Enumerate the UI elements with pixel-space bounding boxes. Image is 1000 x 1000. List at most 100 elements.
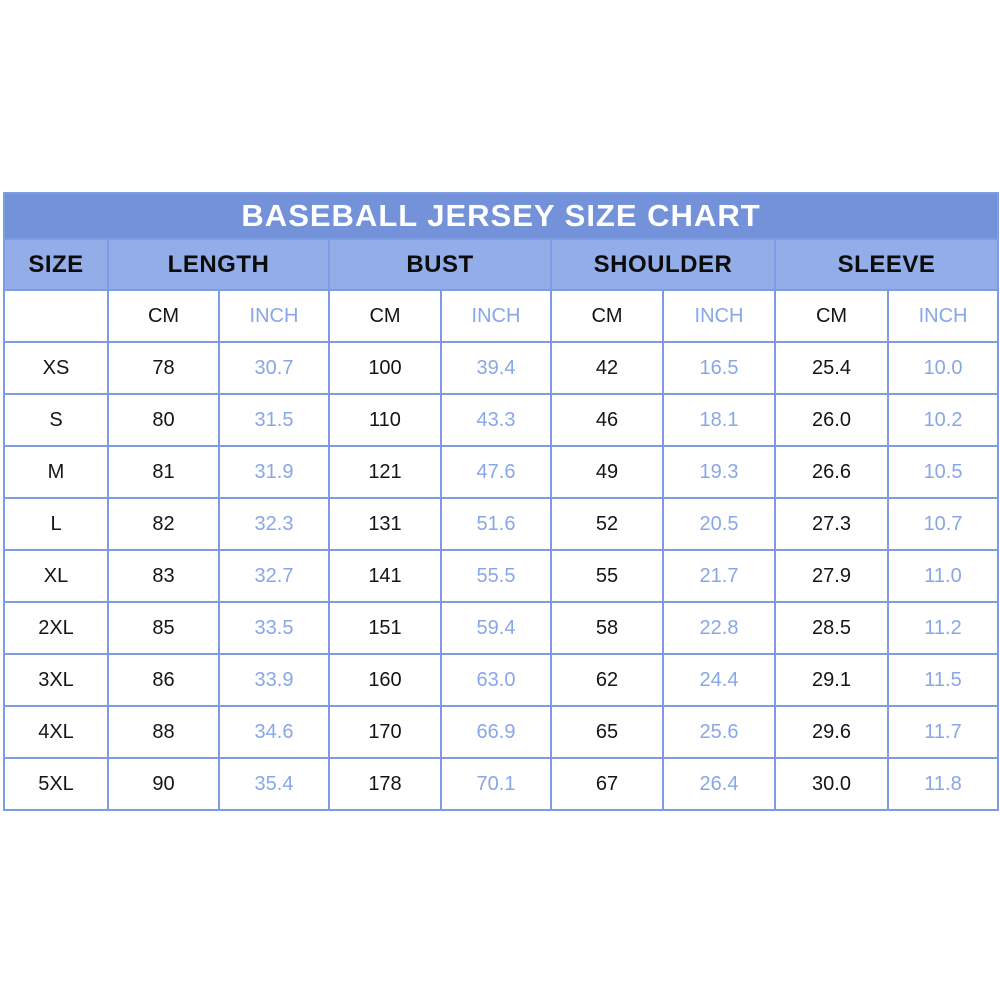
cell-bust-cm: 100 [328,341,442,395]
size-label: L [3,497,109,551]
unit-shoulder-cm: CM [550,289,664,343]
cell-sleeve-inch: 11.7 [886,705,1000,759]
size-row-3xl: 3XL 86 33.9 160 63.0 62 24.4 29.1 11.5 [3,653,1000,707]
cell-bust-cm: 178 [328,757,442,811]
cell-sleeve-inch: 11.2 [886,601,1000,655]
cell-length-inch: 32.7 [218,549,330,603]
cell-bust-inch: 66.9 [440,705,552,759]
cell-length-cm: 80 [107,393,220,447]
size-label: 4XL [3,705,109,759]
cell-sleeve-inch: 11.8 [886,757,1000,811]
cell-bust-inch: 39.4 [440,341,552,395]
cell-shoulder-inch: 21.7 [662,549,776,603]
size-label: XS [3,341,109,395]
title-row: BASEBALL JERSEY SIZE CHART [2,192,1000,240]
cell-sleeve-cm: 29.1 [774,653,889,707]
chart-title: BASEBALL JERSEY SIZE CHART [2,192,1000,240]
unit-header-row: CM INCH CM INCH CM INCH CM INCH [3,289,1000,343]
cell-sleeve-inch: 10.5 [886,445,1000,499]
cell-shoulder-cm: 55 [550,549,664,603]
cell-sleeve-inch: 10.0 [886,341,1000,395]
cell-sleeve-cm: 28.5 [774,601,889,655]
unit-length-inch: INCH [218,289,330,343]
cell-sleeve-cm: 25.4 [774,341,889,395]
cell-shoulder-cm: 62 [550,653,664,707]
cell-bust-cm: 121 [328,445,442,499]
cell-length-cm: 88 [107,705,220,759]
size-row-l: L 82 32.3 131 51.6 52 20.5 27.3 10.7 [3,497,1000,551]
cell-sleeve-cm: 30.0 [774,757,889,811]
cell-sleeve-inch: 10.2 [886,393,1000,447]
cell-shoulder-inch: 16.5 [662,341,776,395]
size-label: 5XL [3,757,109,811]
cell-length-cm: 86 [107,653,220,707]
size-row-s: S 80 31.5 110 43.3 46 18.1 26.0 10.2 [3,393,1000,447]
cell-shoulder-cm: 58 [550,601,664,655]
size-row-m: M 81 31.9 121 47.6 49 19.3 26.6 10.5 [3,445,1000,499]
cell-length-cm: 82 [107,497,220,551]
cell-shoulder-cm: 42 [550,341,664,395]
cell-sleeve-cm: 26.6 [774,445,889,499]
cell-length-inch: 34.6 [218,705,330,759]
cell-bust-inch: 51.6 [440,497,552,551]
cell-bust-inch: 55.5 [440,549,552,603]
unit-bust-cm: CM [328,289,442,343]
cell-length-cm: 78 [107,341,220,395]
cell-shoulder-cm: 49 [550,445,664,499]
cell-bust-inch: 70.1 [440,757,552,811]
unit-sleeve-cm: CM [774,289,889,343]
size-chart-table: BASEBALL JERSEY SIZE CHART SIZE LENGTH B… [2,192,1000,811]
size-row-xl: XL 83 32.7 141 55.5 55 21.7 27.9 11.0 [3,549,1000,603]
cell-shoulder-inch: 18.1 [662,393,776,447]
cell-shoulder-cm: 46 [550,393,664,447]
unit-bust-inch: INCH [440,289,552,343]
size-label: M [3,445,109,499]
cell-length-inch: 31.5 [218,393,330,447]
cell-length-inch: 33.5 [218,601,330,655]
cell-shoulder-inch: 26.4 [662,757,776,811]
cell-shoulder-inch: 25.6 [662,705,776,759]
size-row-2xl: 2XL 85 33.5 151 59.4 58 22.8 28.5 11.2 [3,601,1000,655]
header-sleeve: SLEEVE [773,238,1000,291]
cell-shoulder-inch: 24.4 [662,653,776,707]
cell-shoulder-inch: 20.5 [662,497,776,551]
cell-sleeve-inch: 10.7 [886,497,1000,551]
cell-bust-cm: 170 [328,705,442,759]
size-row-xs: XS 78 30.7 100 39.4 42 16.5 25.4 10.0 [3,341,1000,395]
data-rows: XS 78 30.7 100 39.4 42 16.5 25.4 10.0 S 80 31.5 110 4… [3,341,1000,811]
cell-length-inch: 32.3 [218,497,330,551]
cell-length-cm: 90 [107,757,220,811]
cell-bust-cm: 151 [328,601,442,655]
cell-bust-inch: 43.3 [440,393,552,447]
cell-bust-inch: 47.6 [440,445,552,499]
cell-sleeve-cm: 29.6 [774,705,889,759]
size-label: S [3,393,109,447]
cell-bust-inch: 63.0 [440,653,552,707]
size-label: 2XL [3,601,109,655]
cell-shoulder-cm: 52 [550,497,664,551]
size-label: 3XL [3,653,109,707]
cell-bust-cm: 160 [328,653,442,707]
size-row-4xl: 4XL 88 34.6 170 66.9 65 25.6 29.6 11.7 [3,705,1000,759]
cell-length-inch: 31.9 [218,445,330,499]
group-header-row: SIZE LENGTH BUST SHOULDER SLEEVE [3,238,1000,291]
header-shoulder: SHOULDER [550,238,776,291]
header-length: LENGTH [107,238,330,291]
unit-corner-cell [3,289,109,343]
unit-length-cm: CM [107,289,220,343]
cell-bust-cm: 131 [328,497,442,551]
cell-sleeve-cm: 27.9 [774,549,889,603]
cell-bust-inch: 59.4 [440,601,552,655]
header-bust: BUST [328,238,552,291]
cell-sleeve-inch: 11.5 [886,653,1000,707]
header-size: SIZE [3,238,109,291]
unit-shoulder-inch: INCH [662,289,776,343]
cell-shoulder-inch: 22.8 [662,601,776,655]
cell-length-inch: 35.4 [218,757,330,811]
cell-sleeve-cm: 26.0 [774,393,889,447]
size-label: XL [3,549,109,603]
cell-length-cm: 83 [107,549,220,603]
cell-shoulder-cm: 65 [550,705,664,759]
cell-sleeve-inch: 11.0 [886,549,1000,603]
